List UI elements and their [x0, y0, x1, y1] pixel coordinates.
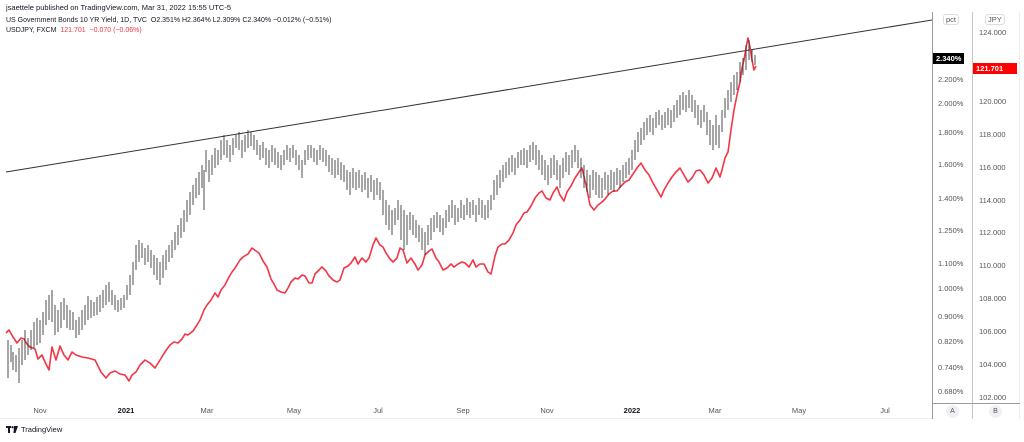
time-axis[interactable]: Nov 2021 Mar May Jul Sep Nov 2022 Mar Ma…	[0, 403, 932, 419]
chart-canvas[interactable]	[0, 0, 932, 403]
pct-tick: 1.800%	[938, 128, 964, 137]
legend-usdjpy-name: USDJPY, FXCM	[6, 27, 57, 34]
legend-usdjpy[interactable]: USDJPY, FXCM 121.701 −0.070 (−0.06%)	[6, 26, 331, 36]
tradingview-brand[interactable]: TradingView	[6, 425, 62, 434]
pct-tick: 0.820%	[938, 337, 964, 346]
pct-tick: 2.200%	[938, 75, 964, 84]
time-tick: Nov	[33, 406, 47, 415]
time-tick: Mar	[200, 406, 214, 415]
time-tick-year: 2022	[623, 406, 641, 415]
time-tick-year: 2021	[117, 406, 135, 415]
pct-tick: 0.680%	[938, 387, 964, 396]
pct-price-axis[interactable]: pct 2.200% 2.000% 1.800% 1.600% 1.400% 1…	[932, 12, 972, 419]
jpy-tick: 114.000	[979, 196, 1006, 205]
usdjpy-line	[5, 37, 757, 382]
jpy-tick: 112.000	[979, 228, 1006, 237]
legend-usdjpy-value: 121.701	[60, 27, 86, 34]
brand-label: TradingView	[21, 425, 63, 434]
jpy-tick: 106.000	[979, 327, 1007, 336]
legend-yield-name: US Government Bonds 10 YR Yield, 1D, TVC	[6, 17, 147, 24]
time-tick: Nov	[540, 406, 554, 415]
time-tick: Jul	[880, 406, 890, 415]
pct-unit-label: pct	[943, 14, 960, 25]
legend-usdjpy-change: −0.070 (−0.06%)	[89, 27, 142, 34]
pct-tick: 0.900%	[938, 312, 964, 321]
pct-tick: 1.100%	[938, 259, 964, 268]
jpy-tick: 102.000	[979, 393, 1007, 402]
legend-yield[interactable]: US Government Bonds 10 YR Yield, 1D, TVC…	[6, 16, 331, 26]
tradingview-logo-icon	[6, 426, 18, 433]
chart-legend: US Government Bonds 10 YR Yield, 1D, TVC…	[6, 16, 331, 36]
publish-info: jsaettele published on TradingView.com, …	[6, 3, 231, 12]
yield-bars	[7, 40, 756, 383]
jpy-unit-label: JPY	[985, 14, 1005, 25]
pct-tick: 0.740%	[938, 363, 964, 372]
auto-scale-button-a[interactable]: A	[946, 405, 959, 418]
pct-tick: 1.250%	[938, 226, 964, 235]
jpy-tick: 108.000	[979, 294, 1007, 303]
jpy-tick: 104.000	[979, 360, 1007, 369]
resistance-trendline[interactable]	[5, 19, 932, 173]
time-tick: Jul	[373, 406, 383, 415]
auto-scale-button-b[interactable]: B	[989, 405, 1002, 418]
time-tick: May	[791, 406, 807, 415]
jpy-tick: 110.000	[979, 261, 1006, 270]
time-tick: May	[286, 406, 302, 415]
pct-tick: 1.000%	[938, 284, 964, 293]
pct-last-price-label: 2.340%	[933, 53, 965, 64]
jpy-tick: 118.000	[979, 130, 1006, 139]
jpy-last-price-label: 121.701	[973, 63, 1017, 74]
time-tick: Mar	[708, 406, 722, 415]
legend-yield-ohlc: O2.351% H2.364% L2.309% C2.340% −0.012% …	[150, 17, 332, 24]
jpy-tick: 124.000	[979, 28, 1007, 37]
time-tick: Sep	[456, 406, 470, 415]
pct-tick: 1.400%	[938, 194, 964, 203]
jpy-price-axis[interactable]: JPY 124.000 120.000 118.000 116.000 114.…	[972, 12, 1020, 419]
jpy-tick: 116.000	[979, 163, 1006, 172]
axis-divider	[932, 403, 1020, 404]
pct-tick: 2.000%	[938, 99, 964, 108]
jpy-tick: 120.000	[979, 97, 1007, 106]
pct-tick: 1.600%	[938, 160, 964, 169]
